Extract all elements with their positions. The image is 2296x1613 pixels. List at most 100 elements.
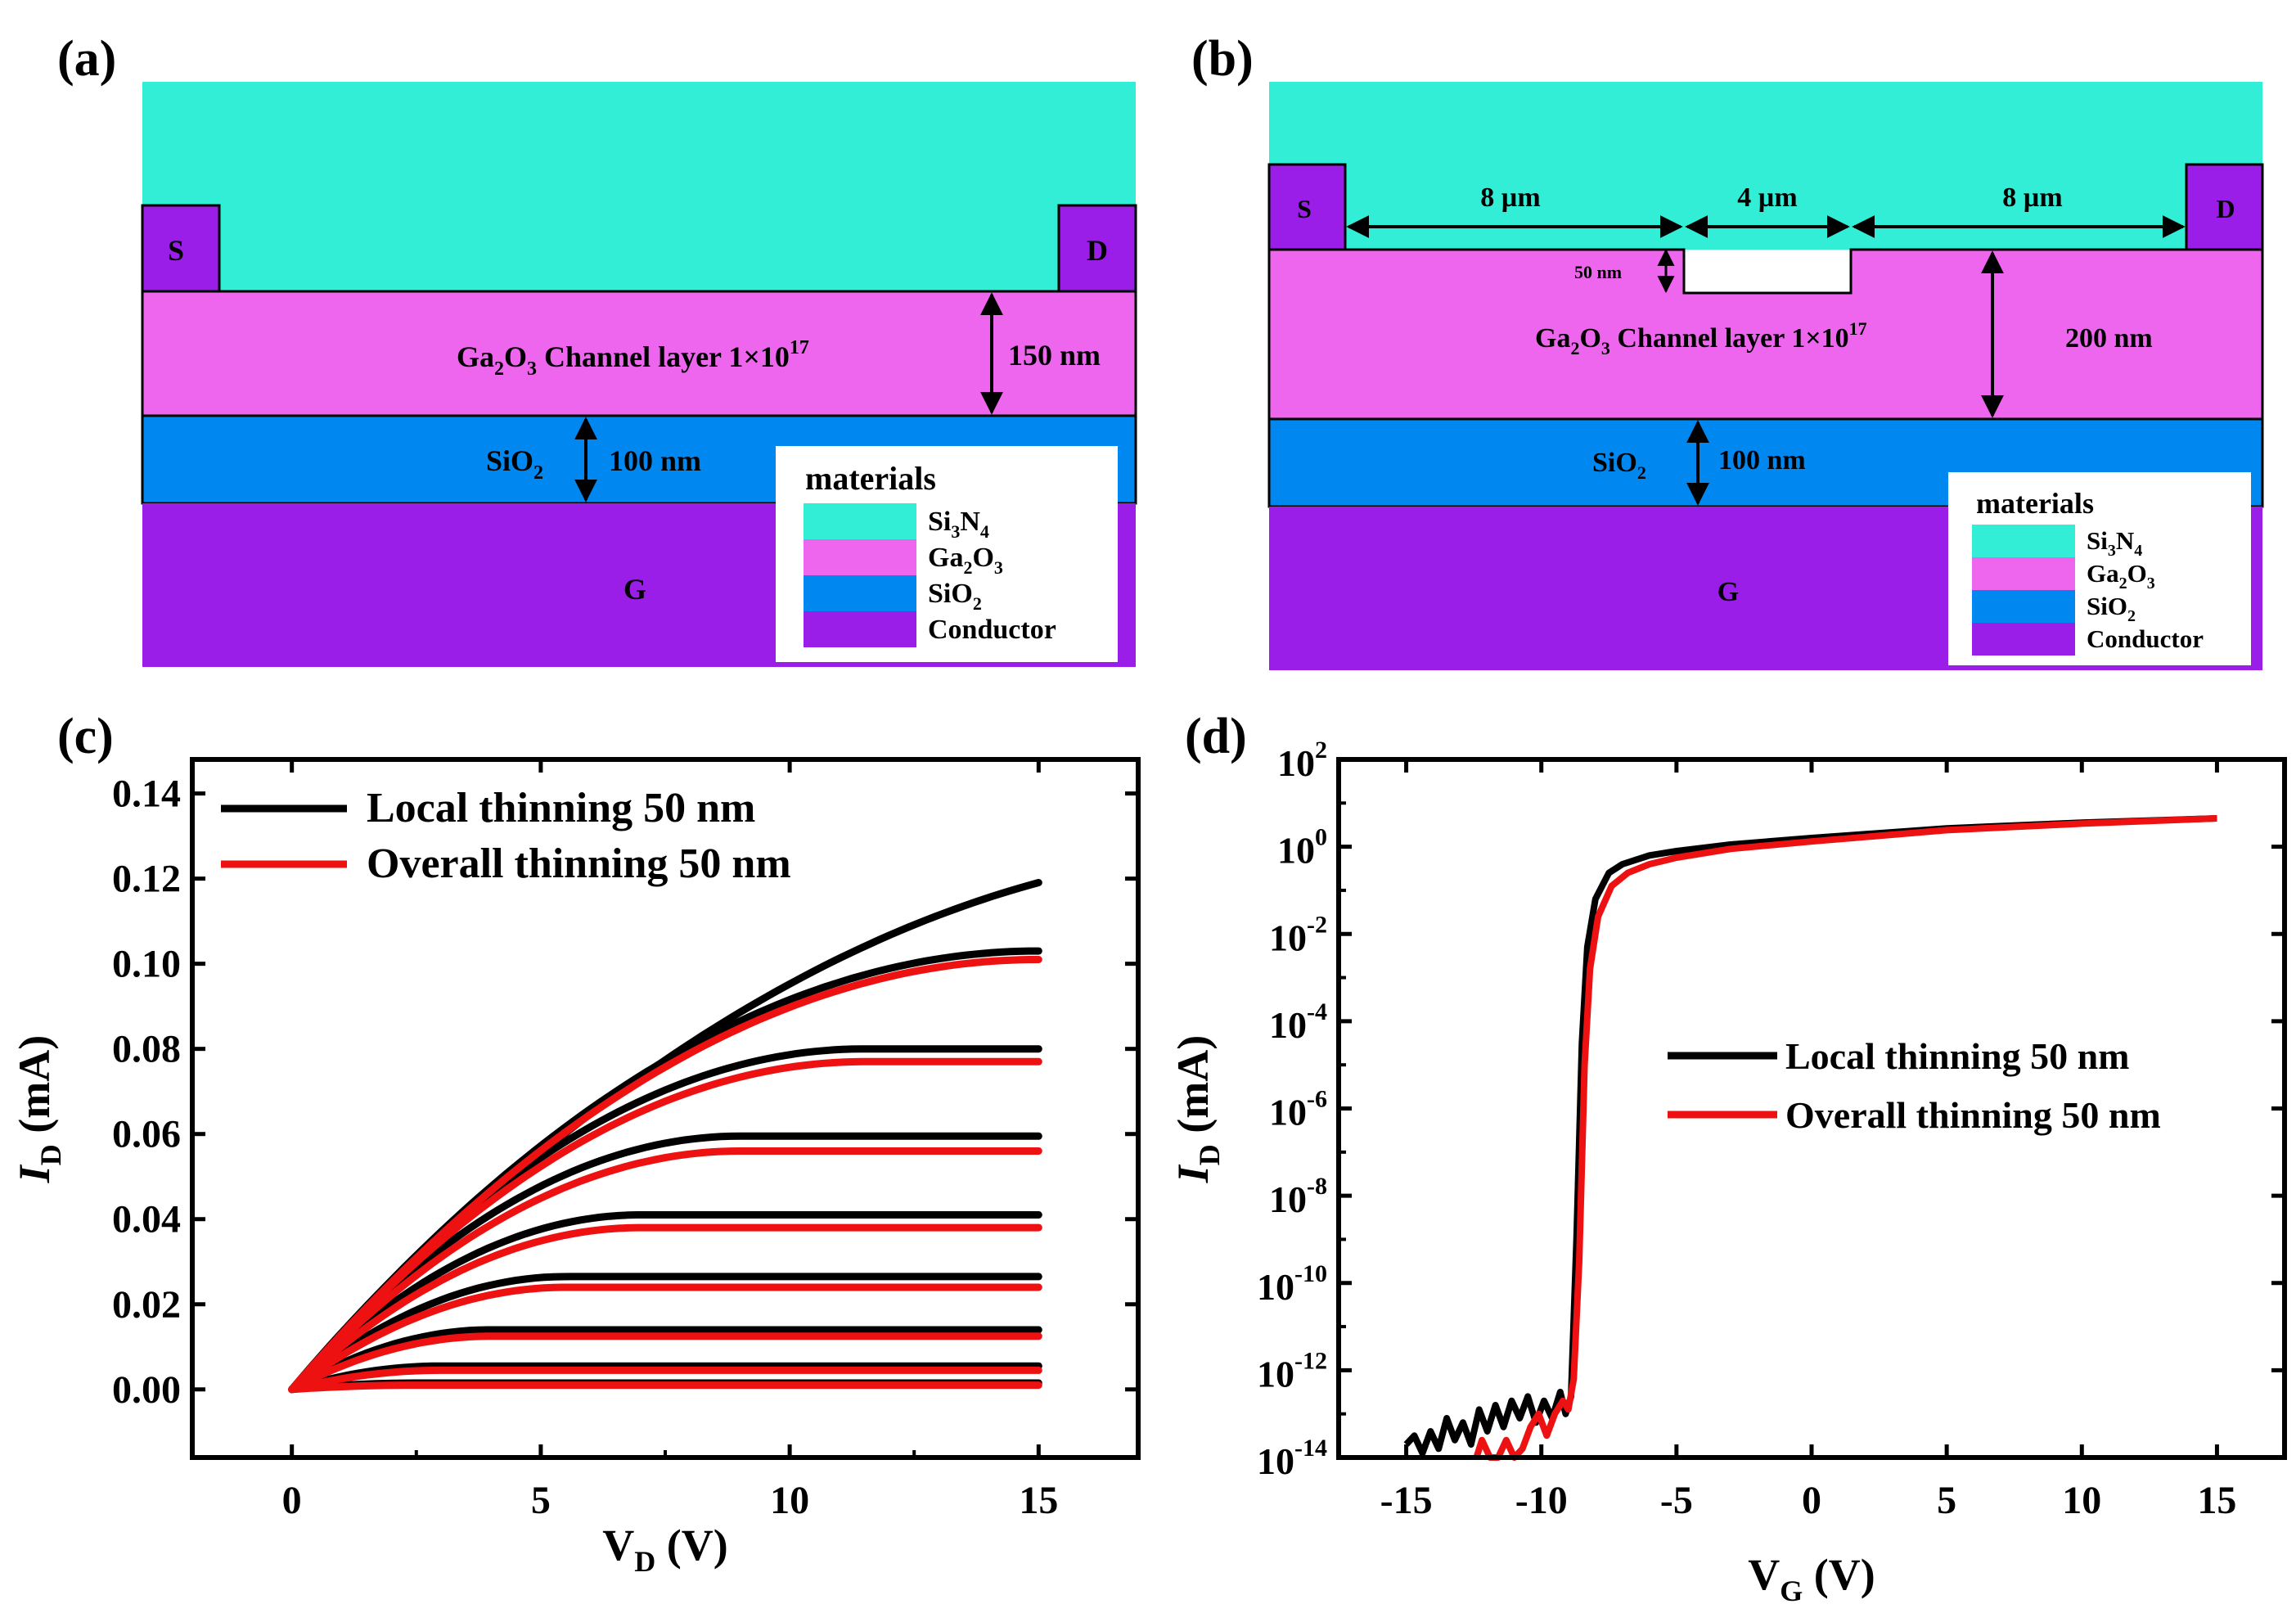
legend-label-conductor: Conductor bbox=[2087, 624, 2204, 653]
legend-swatch-ga2o3 bbox=[1972, 557, 2075, 590]
x-tick-label: -15 bbox=[1380, 1479, 1433, 1522]
legend-swatch-sio2 bbox=[804, 575, 916, 611]
si3n4-layer-b bbox=[1269, 82, 2262, 250]
legend-swatch-conductor bbox=[804, 611, 916, 647]
y-tick-label: 100 bbox=[1277, 824, 1327, 872]
curve-overall-2 bbox=[288, 1147, 1042, 1394]
oxide-thickness-b: 100 nm bbox=[1718, 445, 1806, 475]
curve-local-7 bbox=[288, 1362, 1042, 1394]
x-tick-label: 15 bbox=[2197, 1479, 2236, 1522]
gate-label-b: G bbox=[1717, 577, 1739, 607]
panel-b: (b) S D G 8 µm 4 µm 8 µm 50 nm Ga2O3 Cha… bbox=[1191, 31, 2264, 670]
output-curves bbox=[288, 879, 1042, 1394]
sio2-label-a: SiO2 bbox=[486, 444, 543, 484]
oxide-thickness-a: 100 nm bbox=[609, 444, 701, 477]
y-tick-label: 0.12 bbox=[112, 858, 181, 901]
channel-label-a: Ga2O3 Channel layer 1×1017 bbox=[457, 337, 809, 380]
x-tick-label: 0 bbox=[1802, 1479, 1821, 1522]
y-tick-label: 102 bbox=[1277, 737, 1327, 784]
curve-overall-7 bbox=[288, 1381, 1042, 1394]
curve-local-5 bbox=[288, 1273, 1042, 1394]
y-tick-label: 10-14 bbox=[1257, 1435, 1327, 1482]
legend-title: materials bbox=[805, 460, 936, 497]
curve-local-6 bbox=[288, 1326, 1042, 1394]
curve-local-3 bbox=[288, 1132, 1042, 1394]
legend-label-ga2o3: Ga2O3 bbox=[928, 543, 1003, 578]
sio2-layer-b bbox=[1267, 417, 2264, 508]
legend-title: materials bbox=[1976, 487, 2094, 520]
x-axis-label-d: VG (V) bbox=[1748, 1550, 1875, 1607]
legend-swatch-si3n4 bbox=[1972, 525, 2075, 557]
curve-overall-3 bbox=[288, 1223, 1042, 1394]
y-tick-label: 0.02 bbox=[112, 1283, 181, 1327]
dim-mid-label: 4 µm bbox=[1737, 182, 1797, 213]
transfer-curve-overall bbox=[1473, 815, 2217, 1461]
y-tick-label: 10-4 bbox=[1269, 998, 1327, 1046]
curve-overall-1 bbox=[288, 1057, 1042, 1394]
legend-label-si3n4: Si3N4 bbox=[928, 507, 989, 542]
y-tick-label: 0.14 bbox=[112, 773, 181, 816]
y-tick-label: 0.00 bbox=[112, 1368, 181, 1412]
legend-label-ga2o3: Ga2O3 bbox=[2087, 559, 2155, 592]
y-tick-label: 0.04 bbox=[112, 1198, 181, 1241]
legend-label-local: Local thinning 50 nm bbox=[1785, 1035, 2130, 1077]
x-axis-label-c: VD (V) bbox=[602, 1521, 727, 1578]
legend-label-sio2: SiO2 bbox=[928, 579, 982, 614]
legend-swatch-sio2 bbox=[1972, 590, 2075, 623]
panel-a: (a) S D G Ga2O3 Channel layer 1×1017 150… bbox=[57, 31, 1137, 667]
transfer-curves bbox=[1403, 815, 2217, 1461]
y-tick-label: 10-8 bbox=[1269, 1173, 1327, 1220]
x-tick-label: -5 bbox=[1660, 1479, 1693, 1522]
legend-c: Local thinning 50 nm Overall thinning 50… bbox=[221, 785, 791, 887]
legend-label-overall: Overall thinning 50 nm bbox=[367, 840, 791, 887]
y-tick-label: 10-10 bbox=[1257, 1260, 1327, 1308]
dim-left-label: 8 µm bbox=[1480, 182, 1540, 213]
legend-label-local: Local thinning 50 nm bbox=[367, 785, 755, 831]
legend-label-sio2: SiO2 bbox=[2087, 592, 2136, 625]
materials-legend-a: materials Si3N4 Ga2O3 SiO2 Conductor bbox=[776, 446, 1118, 662]
legend-label-si3n4: Si3N4 bbox=[2087, 526, 2142, 560]
y-tick-label: 10-6 bbox=[1269, 1086, 1327, 1133]
channel-thickness-a: 150 nm bbox=[1008, 339, 1101, 372]
x-tick-label: 0 bbox=[282, 1479, 302, 1522]
drain-contact-a bbox=[1057, 204, 1137, 293]
panel-label-b: (b) bbox=[1191, 31, 1254, 87]
source-label-a: S bbox=[168, 234, 184, 267]
legend-d: Local thinning 50 nm Overall thinning 50… bbox=[1668, 1035, 2161, 1136]
axis-ticks-d: -15 -10 -5 0 5 10 15 102 100 10-2 10-4 10-6 10-8 10-1… bbox=[1257, 737, 2285, 1522]
legend-label-conductor: Conductor bbox=[928, 615, 1056, 645]
x-tick-label: 10 bbox=[2062, 1479, 2101, 1522]
y-tick-label: 0.08 bbox=[112, 1028, 181, 1071]
panel-label-d: (d) bbox=[1185, 709, 1247, 764]
recess-depth-label: 50 nm bbox=[1574, 262, 1622, 282]
x-tick-label: 5 bbox=[531, 1479, 551, 1522]
y-axis-label-d: ID (mA) bbox=[1168, 1035, 1226, 1183]
sio2-label-b: SiO2 bbox=[1592, 448, 1646, 483]
transfer-curve-local bbox=[1403, 815, 2217, 1457]
y-tick-label: 10-12 bbox=[1257, 1347, 1327, 1394]
axis-ticks-c: 0 5 10 15 0.00 0.02 0.04 0.06 0.08 0.10 0.12 0.14 bbox=[112, 759, 1138, 1522]
dim-right-label: 8 µm bbox=[2002, 182, 2062, 213]
legend-swatch-conductor bbox=[1972, 623, 2075, 656]
drain-contact-b bbox=[2185, 163, 2264, 251]
source-label-b: S bbox=[1297, 194, 1312, 223]
panel-label-c: (c) bbox=[57, 709, 114, 764]
curve-overall-5 bbox=[288, 1332, 1042, 1394]
channel-layer-a bbox=[141, 290, 1137, 417]
source-contact-b bbox=[1267, 163, 1347, 251]
curve-overall-4 bbox=[288, 1283, 1042, 1394]
legend-label-overall: Overall thinning 50 nm bbox=[1785, 1094, 2161, 1136]
curve-local-4 bbox=[288, 1211, 1042, 1394]
x-tick-label: 15 bbox=[1019, 1479, 1058, 1522]
legend-swatch-si3n4 bbox=[804, 503, 916, 539]
channel-label-b: Ga2O3 Channel layer 1×1017 bbox=[1535, 318, 1867, 358]
channel-thickness-b: 200 nm bbox=[2065, 323, 2153, 354]
y-tick-label: 0.10 bbox=[112, 943, 181, 986]
panel-c: (c) 0 5 10 15 0.00 0.02 0.04 0.06 0.08 0.10 0.12 0.… bbox=[10, 709, 1141, 1578]
gate-label-a: G bbox=[624, 573, 646, 606]
y-axis-label-c: ID (mA) bbox=[10, 1035, 67, 1183]
source-contact-a bbox=[141, 204, 221, 293]
x-tick-label: -10 bbox=[1515, 1479, 1568, 1522]
curve-overall-6 bbox=[288, 1366, 1042, 1394]
